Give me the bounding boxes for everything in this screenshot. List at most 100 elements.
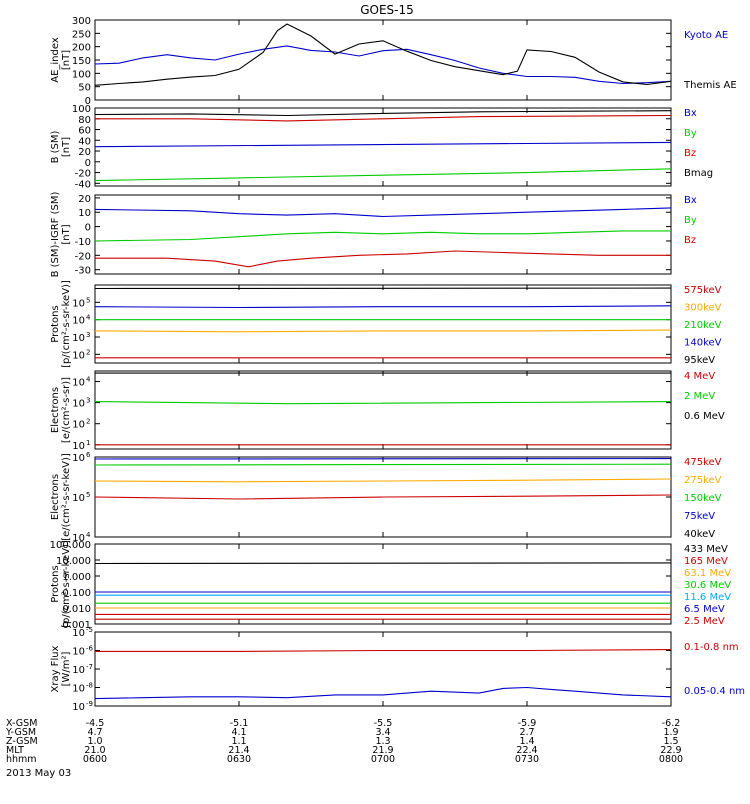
y-tick-exponent: 2 — [86, 418, 90, 426]
y-axis-label: [W/m²] — [61, 651, 72, 686]
y-tick-label: 10 — [72, 628, 85, 639]
series-line — [95, 563, 671, 564]
plot-title: GOES-15 — [360, 3, 414, 17]
y-tick-label: -20 — [75, 251, 91, 262]
y-tick-label: 10 — [78, 208, 91, 219]
x-axis-row-label: hhmm — [6, 754, 37, 765]
y-axis-label: [nT] — [61, 137, 72, 157]
y-tick-label: 80 — [78, 115, 91, 126]
legend-entry: 433 MeV — [684, 544, 728, 555]
y-axis-label: Protons — [50, 565, 61, 602]
series-line — [95, 142, 671, 146]
legend-entry: Bx — [684, 108, 697, 119]
x-axis-row-value: 0700 — [371, 754, 395, 765]
y-tick-label: 10 — [72, 493, 85, 504]
y-tick-label: 10 — [72, 647, 85, 658]
date-label: 2013 May 03 — [6, 768, 71, 779]
y-tick-exponent: 1 — [86, 439, 90, 447]
legend-entry: 6.5 MeV — [684, 604, 725, 615]
y-tick-exponent: 3 — [86, 331, 90, 339]
y-tick-label: 0 — [85, 158, 91, 169]
y-tick-label: 10 — [72, 702, 85, 713]
y-tick-label: 10 — [72, 350, 85, 361]
y-tick-label: 300 — [72, 16, 91, 27]
legend-entry: Bz — [684, 235, 696, 246]
y-tick-exponent: 3 — [86, 397, 90, 405]
series-line — [95, 495, 671, 499]
y-tick-label: -20 — [75, 169, 91, 180]
y-tick-label: 100 — [72, 104, 91, 115]
y-tick-label: 10 — [72, 316, 85, 327]
legend-entry: By — [684, 215, 697, 226]
y-tick-label: 10 — [72, 453, 85, 464]
series-line — [95, 688, 671, 699]
legend-entry: 2.5 MeV — [684, 616, 725, 627]
y-tick-exponent: -7 — [86, 663, 93, 671]
y-tick-exponent: 6 — [86, 451, 91, 459]
legend-entry: 0.6 MeV — [684, 411, 725, 422]
y-tick-exponent: -9 — [86, 700, 93, 708]
y-axis-label: Electrons — [50, 474, 61, 520]
legend-entry: 0.1-0.8 nm — [684, 642, 739, 653]
series-line — [95, 251, 671, 267]
y-axis-label: [p/(cm²-s-sr-keV)] — [61, 540, 72, 628]
legend-entry: 2 MeV — [684, 391, 715, 402]
legend-entry: 4 MeV — [684, 371, 715, 382]
y-tick-exponent: -8 — [86, 682, 93, 690]
series-line — [95, 231, 671, 241]
x-axis-row-value: 0800 — [659, 754, 683, 765]
y-tick-label: 10 — [72, 441, 85, 452]
y-tick-label: 20 — [78, 147, 91, 158]
panel-frame — [95, 544, 671, 624]
y-axis-label: Electrons — [50, 387, 61, 433]
y-tick-label: 10 — [72, 665, 85, 676]
y-tick-label: 0 — [85, 223, 91, 234]
y-tick-exponent: 2 — [86, 348, 90, 356]
legend-entry: 30.6 MeV — [684, 580, 731, 591]
y-tick-label: 40 — [78, 136, 91, 147]
y-tick-exponent: 4 — [86, 376, 91, 384]
x-axis-row-value: 0730 — [515, 754, 539, 765]
legend-entry: 0.05-0.4 nm — [684, 686, 745, 697]
series-line — [95, 306, 671, 308]
y-tick-label: -10 — [75, 237, 91, 248]
y-tick-label: -40 — [75, 179, 91, 190]
y-tick-label: 20 — [78, 194, 91, 205]
panel-frame — [95, 20, 671, 100]
series-line — [95, 24, 671, 85]
panel-frame — [95, 108, 671, 186]
legend-entry: By — [684, 128, 697, 139]
y-tick-label: 10 — [72, 378, 85, 389]
y-axis-label: [e/(cm²-s-sr)] — [61, 377, 72, 443]
legend-entry: 300keV — [684, 303, 722, 314]
y-tick-label: 10 — [72, 420, 85, 431]
y-tick-label: 10 — [72, 399, 85, 410]
y-tick-exponent: 4 — [86, 314, 91, 322]
x-axis-row-value: 0630 — [227, 754, 251, 765]
y-tick-exponent: 5 — [86, 491, 90, 499]
y-tick-label: 60 — [78, 126, 91, 137]
legend-entry: 150keV — [684, 493, 722, 504]
panel-frame — [95, 371, 671, 449]
y-axis-label: B (SM) — [50, 130, 61, 163]
panel-frame — [95, 195, 671, 274]
y-tick-label: 250 — [72, 29, 91, 40]
y-axis-label: [nT] — [61, 224, 72, 244]
legend-entry: 95keV — [684, 355, 715, 366]
legend-entry: 210keV — [684, 320, 722, 331]
series-line — [95, 169, 671, 181]
y-tick-label: -30 — [75, 266, 91, 277]
legend-entry: 140keV — [684, 338, 722, 349]
y-axis-label: Xray Flux — [50, 645, 61, 692]
y-tick-label: 10 — [72, 684, 85, 695]
x-axis-row-value: 0600 — [83, 754, 107, 765]
legend-entry: 11.6 MeV — [684, 592, 731, 603]
legend-entry: Bmag — [684, 168, 713, 179]
panel-frame — [95, 285, 671, 363]
